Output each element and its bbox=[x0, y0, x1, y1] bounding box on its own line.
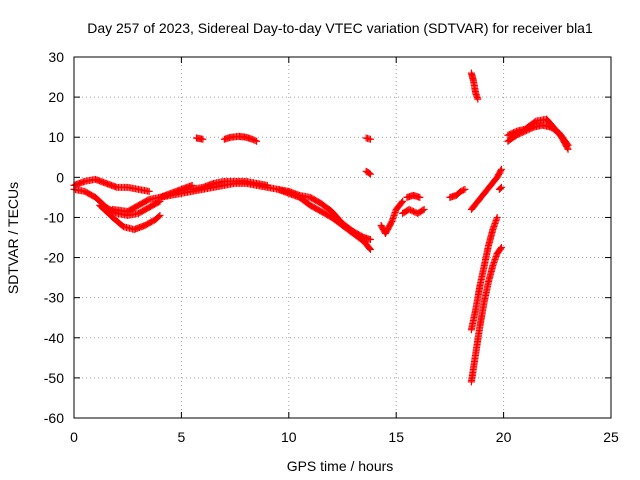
y-tick-labels: -60 -50 -40 -30 -20 -10 0 10 20 30 bbox=[44, 49, 64, 426]
y-tick-label: 10 bbox=[48, 129, 64, 145]
data-point bbox=[253, 137, 261, 145]
data-point bbox=[497, 244, 505, 252]
data-point bbox=[563, 144, 571, 152]
plot-border bbox=[73, 56, 612, 419]
x-tick-label: 5 bbox=[178, 429, 186, 445]
data-point bbox=[419, 206, 427, 214]
data-point bbox=[156, 211, 164, 219]
y-tick-label: -60 bbox=[44, 410, 64, 426]
data-point bbox=[366, 236, 374, 244]
data-point bbox=[474, 95, 482, 103]
data-point bbox=[420, 205, 428, 213]
data-point bbox=[461, 185, 469, 193]
y-axis-label: SDTVAR / TECUs bbox=[5, 182, 21, 294]
y-tick-label: 30 bbox=[48, 49, 64, 65]
data-point bbox=[263, 181, 271, 189]
x-tick-label: 15 bbox=[388, 429, 404, 445]
x-axis-label: GPS time / hours bbox=[287, 458, 394, 474]
data-point bbox=[399, 197, 407, 205]
y-tick-label: -30 bbox=[44, 290, 64, 306]
data-point bbox=[496, 184, 504, 192]
data-point bbox=[366, 244, 374, 252]
x-tick-label: 10 bbox=[281, 429, 297, 445]
y-tick-label: -50 bbox=[44, 370, 64, 386]
data-point bbox=[497, 167, 505, 175]
y-tick-label: -40 bbox=[44, 330, 64, 346]
y-tick-label: -20 bbox=[44, 250, 64, 266]
y-tick-label: 20 bbox=[48, 89, 64, 105]
chart-title: Day 257 of 2023, Sidereal Day-to-day VTE… bbox=[87, 20, 593, 36]
data-point bbox=[366, 246, 374, 254]
data-point bbox=[416, 193, 424, 201]
y-tick-label: -10 bbox=[44, 209, 64, 225]
data-point bbox=[366, 135, 374, 143]
x-tick-label: 20 bbox=[496, 429, 512, 445]
data-point bbox=[155, 212, 163, 220]
data-point bbox=[497, 183, 505, 191]
data-point bbox=[251, 137, 259, 145]
grid-lines bbox=[74, 57, 611, 418]
data-point bbox=[365, 169, 373, 177]
x-tick-label: 25 bbox=[603, 429, 619, 445]
data-point bbox=[497, 245, 505, 253]
y-tick-label: 0 bbox=[56, 169, 64, 185]
data-point bbox=[497, 165, 505, 173]
data-point bbox=[199, 135, 207, 143]
data-points bbox=[70, 69, 572, 386]
x-tick-labels: 0 5 10 15 20 25 bbox=[70, 429, 619, 445]
data-point bbox=[398, 199, 406, 207]
data-point bbox=[145, 187, 153, 195]
data-point bbox=[366, 170, 374, 178]
data-point bbox=[564, 145, 572, 153]
data-point bbox=[493, 213, 501, 221]
data-point bbox=[460, 186, 468, 194]
x-tick-label: 0 bbox=[70, 429, 78, 445]
